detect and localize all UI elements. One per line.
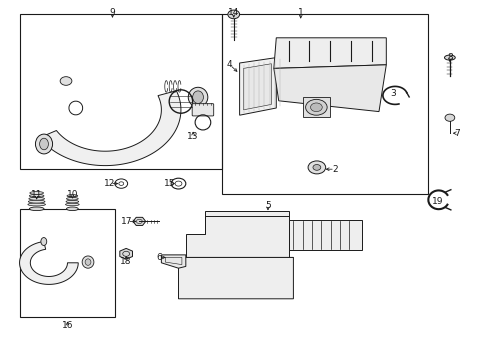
Polygon shape <box>161 255 185 268</box>
Polygon shape <box>40 91 181 166</box>
Text: 18: 18 <box>120 256 132 265</box>
Ellipse shape <box>29 197 44 200</box>
Ellipse shape <box>28 203 45 206</box>
Polygon shape <box>243 64 271 110</box>
Text: 7: 7 <box>453 129 459 138</box>
Polygon shape <box>185 216 288 259</box>
Ellipse shape <box>67 194 78 197</box>
Polygon shape <box>178 257 293 299</box>
Ellipse shape <box>85 259 91 265</box>
Text: 8: 8 <box>446 53 452 62</box>
Polygon shape <box>133 217 145 225</box>
Ellipse shape <box>66 197 78 200</box>
Ellipse shape <box>35 134 52 154</box>
Circle shape <box>227 10 239 19</box>
Circle shape <box>60 77 72 85</box>
FancyBboxPatch shape <box>192 104 213 116</box>
Ellipse shape <box>29 194 44 197</box>
Bar <box>20 14 222 169</box>
Circle shape <box>305 99 326 115</box>
Polygon shape <box>273 65 386 112</box>
Ellipse shape <box>66 200 79 203</box>
Ellipse shape <box>29 207 44 211</box>
Polygon shape <box>20 242 78 284</box>
Text: 14: 14 <box>227 8 239 17</box>
Ellipse shape <box>28 200 45 203</box>
Circle shape <box>310 103 322 112</box>
Polygon shape <box>205 211 288 218</box>
Circle shape <box>312 165 320 170</box>
Text: 11: 11 <box>31 190 42 199</box>
Polygon shape <box>288 220 361 250</box>
Text: 16: 16 <box>61 321 73 330</box>
Polygon shape <box>239 58 276 115</box>
Ellipse shape <box>30 192 43 194</box>
Text: 13: 13 <box>187 132 199 141</box>
Bar <box>222 14 427 194</box>
Polygon shape <box>303 97 329 117</box>
Circle shape <box>444 114 454 121</box>
Ellipse shape <box>444 55 454 60</box>
Ellipse shape <box>41 238 47 246</box>
Ellipse shape <box>192 91 203 104</box>
Polygon shape <box>120 248 132 259</box>
Text: 5: 5 <box>264 201 270 210</box>
Circle shape <box>307 161 325 174</box>
Ellipse shape <box>188 87 207 107</box>
Ellipse shape <box>66 207 78 211</box>
Text: 6: 6 <box>156 253 162 262</box>
Bar <box>20 209 115 317</box>
Ellipse shape <box>65 203 79 206</box>
Text: 9: 9 <box>109 8 115 17</box>
Ellipse shape <box>82 256 94 268</box>
Text: 19: 19 <box>431 197 443 206</box>
Text: 12: 12 <box>104 179 116 188</box>
Text: 3: 3 <box>390 89 396 98</box>
Text: 17: 17 <box>121 217 133 226</box>
Ellipse shape <box>40 138 48 150</box>
Text: 10: 10 <box>66 190 78 199</box>
Text: 2: 2 <box>331 165 337 174</box>
Text: 15: 15 <box>164 179 176 188</box>
Polygon shape <box>273 38 386 68</box>
Text: 1: 1 <box>297 8 303 17</box>
Text: 4: 4 <box>226 60 232 69</box>
